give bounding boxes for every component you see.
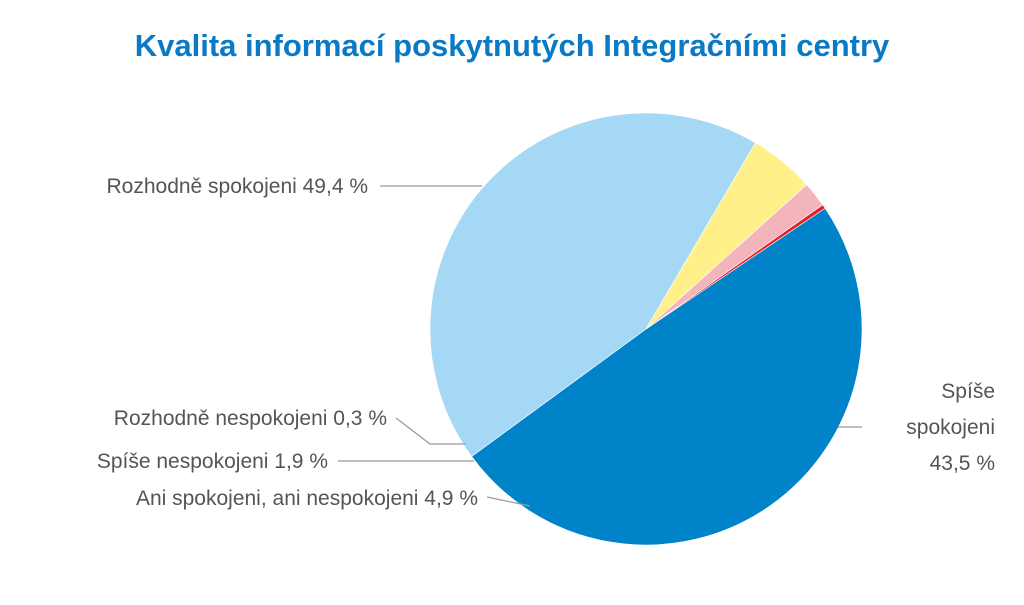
slice-labels: Rozhodně spokojeni 49,4 % Rozhodně nespo…: [97, 175, 995, 510]
label-spise-spokojeni-line-2: spokojeni: [906, 416, 995, 439]
leader-lines: [338, 185, 862, 507]
label-spise-spokojeni-line-1: Spíše: [941, 380, 995, 403]
label-spise-nespokojeni: Spíše nespokojeni 1,9 %: [97, 450, 328, 473]
slice-rozhodne-spokojeni: [471, 207, 863, 546]
chart-title: Kvalita informací poskytnutých Integračn…: [135, 28, 890, 63]
label-rozhodne-spokojeni: Rozhodně spokojeni 49,4 %: [106, 175, 368, 198]
label-spise-spokojeni-line-3: 43,5 %: [930, 452, 995, 475]
slice-rozhodne-nespokojeni: [645, 204, 826, 330]
label-ani-spokojeni-ani-nespokojeni: Ani spokojeni, ani nespokojeni 4,9 %: [136, 487, 478, 510]
leader-ani-ani: [486, 496, 531, 507]
pie-slices: [429, 112, 863, 546]
leader-rozhodne-nespokojeni: [395, 417, 466, 445]
label-rozhodne-nespokojeni: Rozhodně nespokojeni 0,3 %: [114, 407, 387, 430]
slice-spise-spokojeni: [429, 112, 756, 457]
